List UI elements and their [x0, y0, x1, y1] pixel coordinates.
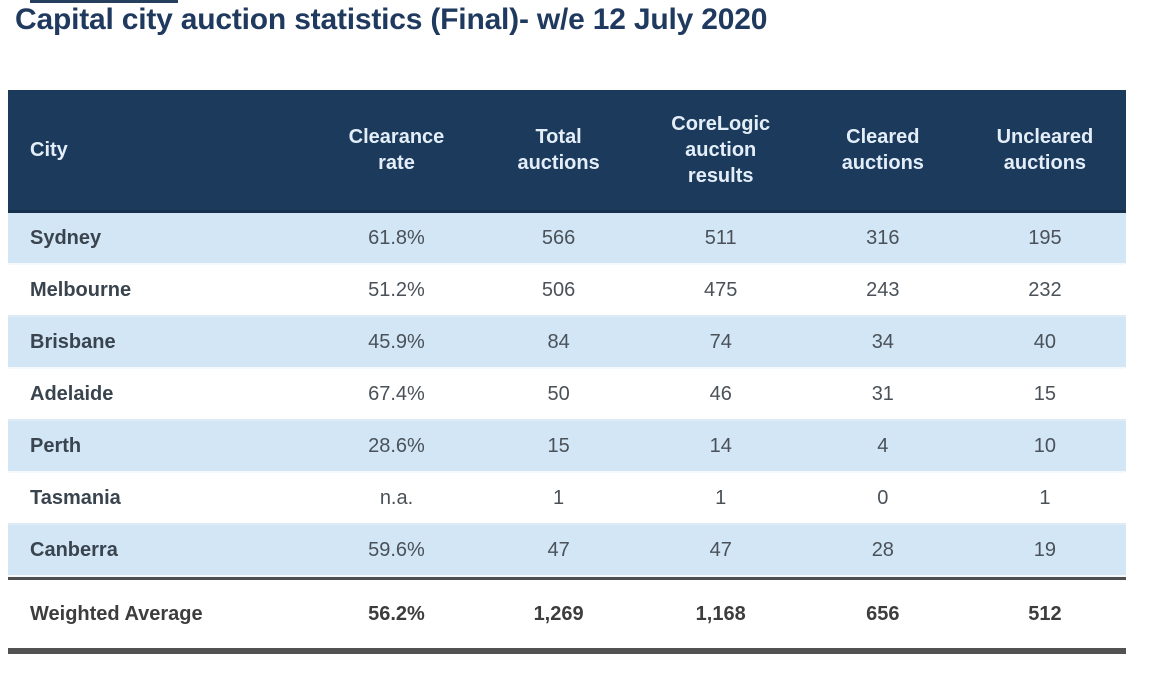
uncleared-auctions-cell: 15 — [1033, 382, 1057, 405]
column-header-city: City — [30, 139, 68, 161]
uncleared-auctions-cell: 10 — [1033, 434, 1057, 457]
total-auctions-cell: 566 — [541, 226, 576, 249]
total-auctions-cell: 47 — [547, 538, 570, 561]
city-cell: Brisbane — [30, 330, 116, 353]
total-auctions-cell: 1 — [553, 486, 565, 509]
table-row: Tasmania n.a. 1 1 0 1 — [8, 473, 1126, 525]
cleared-auctions-cell: 34 — [871, 330, 894, 353]
clearance-rate-cell: 28.6% — [368, 434, 425, 457]
city-cell: Tasmania — [30, 486, 121, 509]
corelogic-results-cell: 511 — [704, 226, 737, 249]
column-header-corelogic-auction-results: CoreLogic auction results — [671, 113, 771, 187]
clearance-rate-cell: 51.2% — [368, 278, 425, 301]
corelogic-results-cell: 475 — [704, 278, 738, 301]
corelogic-results-cell: 74 — [709, 330, 732, 353]
city-cell: Melbourne — [30, 278, 132, 301]
column-header-clearance-rate: Clearance rate — [348, 126, 445, 174]
table-row-weighted-average: Weighted Average 56.2% 1,269 1,168 656 5… — [8, 580, 1126, 648]
table-row: Brisbane 45.9% 84 74 34 40 — [8, 317, 1126, 369]
cleared-auctions-cell: 31 — [871, 382, 894, 405]
table-body: Sydney 61.8% 566 511 316 195 Melbourne 5… — [8, 213, 1126, 577]
clearance-rate-cell: 59.6% — [368, 538, 425, 561]
corelogic-results-cell: 14 — [709, 434, 732, 457]
column-header-cleared-auctions: Cleared auctions — [841, 126, 924, 174]
cleared-auctions-cell: 0 — [877, 486, 889, 509]
table-header-row: City Clearance rate Total auctions CoreL… — [8, 90, 1126, 213]
uncleared-auctions-cell: 195 — [1028, 226, 1062, 249]
uncleared-auctions-cell: 232 — [1028, 278, 1062, 301]
city-cell: Perth — [30, 434, 82, 457]
cleared-auctions-cell: 243 — [866, 278, 900, 301]
uncleared-auctions-cell: 19 — [1033, 538, 1057, 561]
table-row: Canberra 59.6% 47 47 28 19 — [8, 525, 1126, 577]
summary-uncleared-auctions-cell: 512 — [1028, 602, 1062, 625]
cleared-auctions-cell: 4 — [877, 434, 889, 457]
uncleared-auctions-cell: 1 — [1039, 486, 1051, 509]
corelogic-results-cell: 46 — [709, 382, 732, 405]
city-cell: Sydney — [30, 226, 102, 249]
column-header-total-auctions: Total auctions — [517, 126, 600, 174]
total-auctions-cell: 50 — [547, 382, 570, 405]
clearance-rate-cell: n.a. — [379, 486, 414, 509]
crop-artifact-strip — [30, 0, 178, 3]
uncleared-auctions-cell: 40 — [1033, 330, 1057, 353]
corelogic-results-cell: 47 — [709, 538, 732, 561]
clearance-rate-cell: 45.9% — [368, 330, 425, 353]
table-row: Adelaide 67.4% 50 46 31 15 — [8, 369, 1126, 421]
table-row: Perth 28.6% 15 14 4 10 — [8, 421, 1126, 473]
summary-city-cell: Weighted Average — [30, 602, 203, 625]
auction-statistics-table: City Clearance rate Total auctions CoreL… — [8, 90, 1126, 654]
corelogic-results-cell: 1 — [715, 486, 727, 509]
clearance-rate-cell: 67.4% — [368, 382, 425, 405]
city-cell: Adelaide — [30, 382, 114, 405]
table-row: Sydney 61.8% 566 511 316 195 — [8, 213, 1126, 265]
total-auctions-cell: 15 — [547, 434, 570, 457]
summary-clearance-rate-cell: 56.2% — [368, 602, 425, 625]
summary-total-auctions-cell: 1,269 — [533, 602, 584, 625]
cleared-auctions-cell: 316 — [866, 226, 900, 249]
clearance-rate-cell: 61.8% — [368, 226, 425, 249]
total-auctions-cell: 84 — [547, 330, 570, 353]
summary-corelogic-results-cell: 1,168 — [695, 602, 746, 625]
summary-divider — [8, 577, 1126, 580]
page-title: Capital city auction statistics (Final)-… — [15, 3, 768, 36]
summary-cleared-auctions-cell: 656 — [866, 602, 900, 625]
column-header-uncleared-auctions: Uncleared auctions — [996, 126, 1094, 174]
total-auctions-cell: 506 — [541, 278, 576, 301]
city-cell: Canberra — [30, 538, 118, 561]
table-row: Melbourne 51.2% 506 475 243 232 — [8, 265, 1126, 317]
table-bottom-border — [8, 648, 1126, 654]
cleared-auctions-cell: 28 — [871, 538, 894, 561]
